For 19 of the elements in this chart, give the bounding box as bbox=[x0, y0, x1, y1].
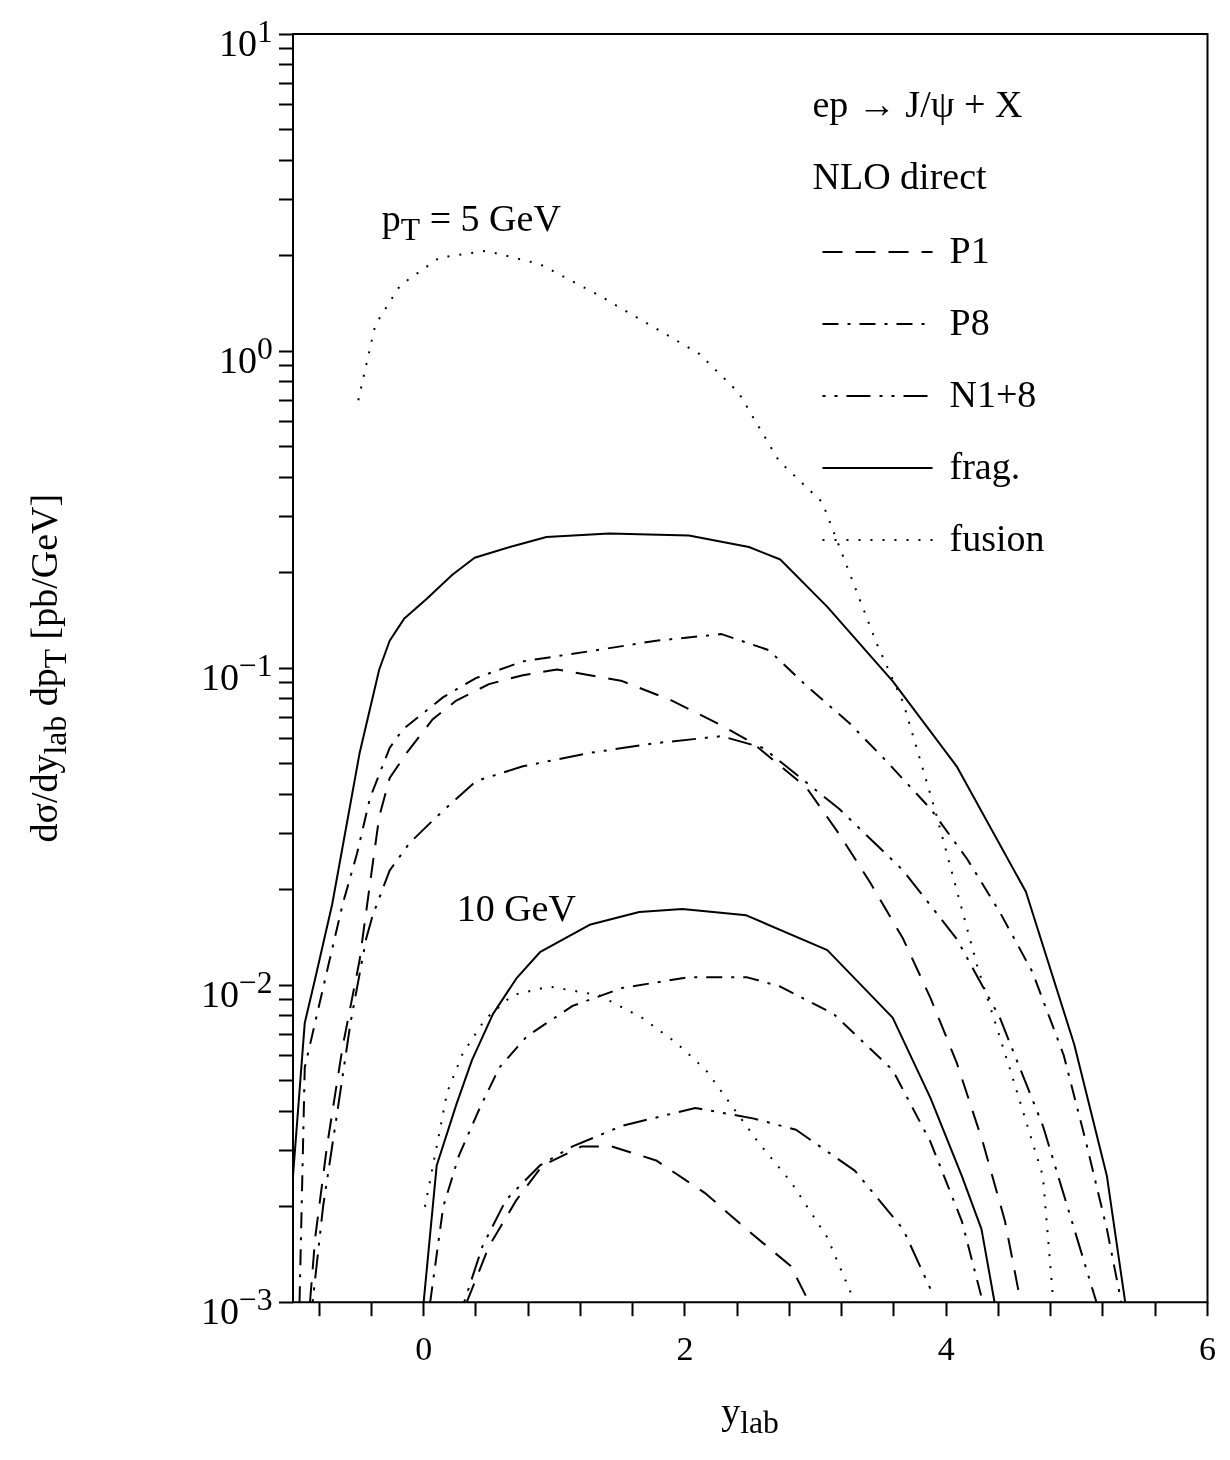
legend-label: P1 bbox=[949, 229, 990, 272]
annotation: 10 GeV bbox=[456, 886, 576, 929]
x-tick-label: 0 bbox=[415, 1329, 433, 1367]
legend-label: frag. bbox=[949, 445, 1021, 488]
annotation: ep → J/ψ + X bbox=[812, 83, 1023, 125]
y-tick-label: 10$^{1}$ bbox=[219, 13, 273, 64]
annotation: p$_{T}$ = 5 GeV bbox=[381, 196, 561, 247]
y-tick-label: 10$^{−3}$ bbox=[201, 1281, 273, 1332]
x-tick-label: 6 bbox=[1199, 1329, 1216, 1367]
x-tick-label: 2 bbox=[676, 1329, 694, 1367]
legend-label: N1+8 bbox=[949, 373, 1037, 416]
x-axis-title: y$_{lab}$ bbox=[721, 1390, 779, 1440]
y-tick-label: 10$^{0}$ bbox=[219, 330, 273, 381]
x-tick-label: 4 bbox=[937, 1329, 955, 1367]
annotation: NLO direct bbox=[812, 155, 987, 197]
legend-label: P8 bbox=[949, 301, 990, 344]
legend-label: fusion bbox=[949, 517, 1045, 560]
y-tick-label: 10$^{−2}$ bbox=[201, 964, 273, 1015]
y-tick-label: 10$^{−1}$ bbox=[201, 647, 273, 698]
